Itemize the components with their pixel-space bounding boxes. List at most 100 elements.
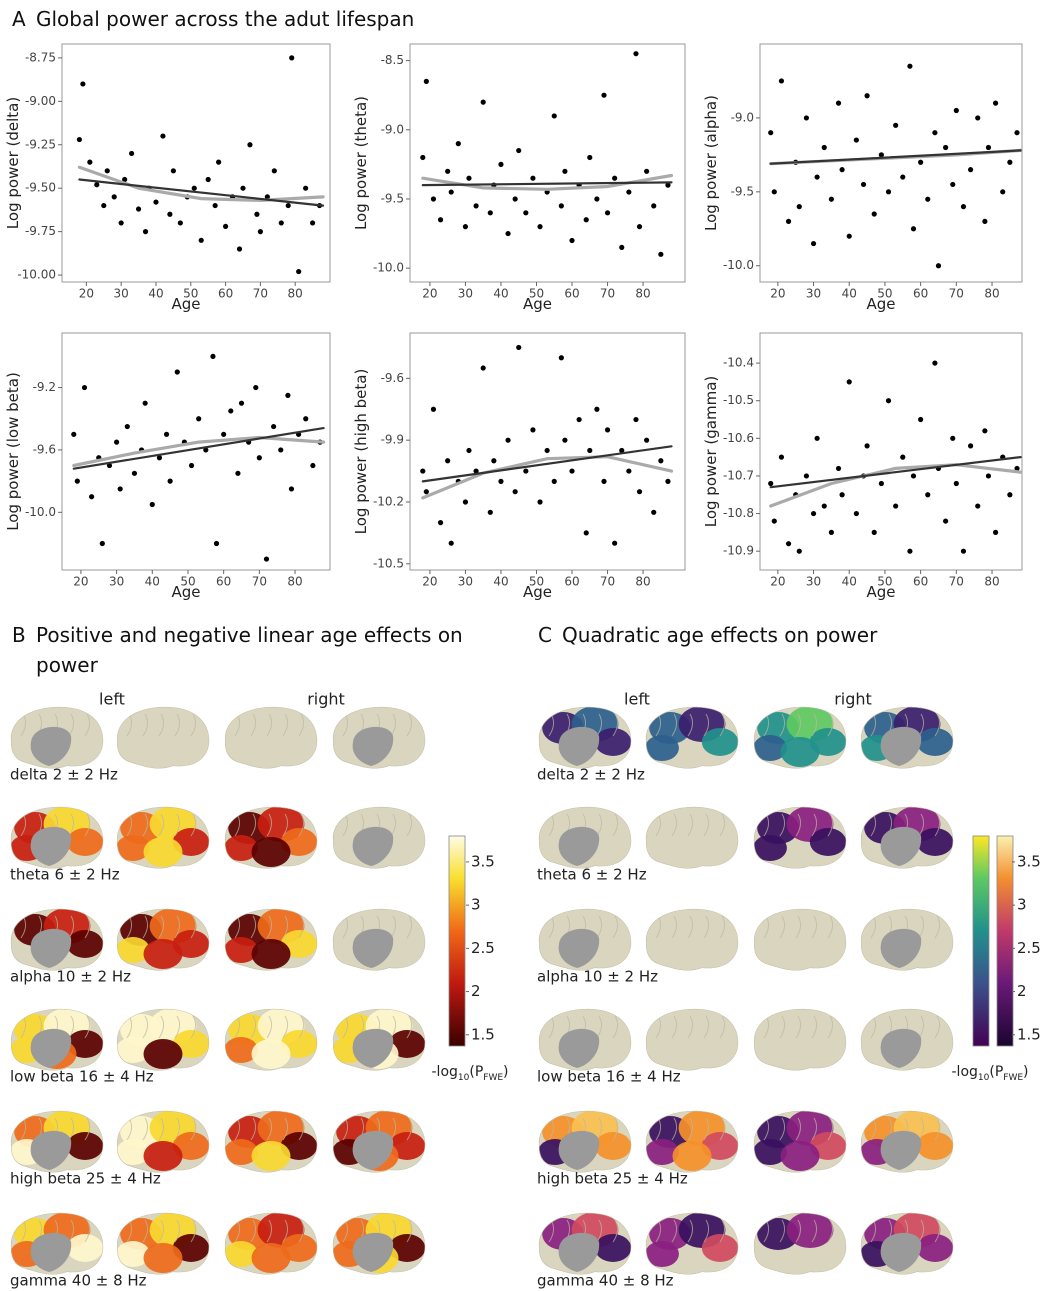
sulcus: [390, 1219, 397, 1243]
medial-wall: [352, 726, 394, 766]
data-point: [420, 468, 426, 474]
data-point: [445, 458, 451, 464]
band-label: gamma 40 ± 8 Hz: [10, 1272, 147, 1290]
data-point: [828, 529, 834, 535]
data-point: [900, 174, 906, 180]
data-point: [871, 529, 877, 535]
data-point: [285, 202, 291, 209]
brain-map: [538, 1008, 632, 1071]
scatter-plot: 20 30 40 50 60 70 80 -10.4 -10.5 -10.6 -10.7 -10.8 -…: [702, 332, 1023, 601]
brain-surface: [753, 1008, 847, 1071]
sulcus: [612, 1117, 619, 1141]
data-point: [170, 168, 176, 174]
band-label: high beta 25 ± 4 Hz: [537, 1170, 688, 1188]
fit-line: [421, 445, 673, 483]
colorbar-tick-label: 3: [471, 896, 481, 914]
data-point: [448, 540, 454, 546]
band-label: alpha 10 ± 2 Hz: [10, 968, 131, 986]
x-tick-label: 40: [493, 575, 508, 589]
data-point: [149, 501, 155, 508]
sulcus: [84, 813, 91, 837]
plot-frame: [409, 332, 686, 571]
sulcus: [250, 813, 257, 837]
data-point: [530, 175, 536, 181]
colorbar-label: -log10(PFWE): [952, 1064, 1029, 1083]
brain-map: [332, 806, 426, 869]
sulcus: [918, 915, 925, 939]
sulcus: [390, 1015, 397, 1039]
sulcus: [266, 1015, 273, 1039]
data-point: [118, 220, 124, 226]
medial-wall: [880, 726, 922, 766]
data-point: [309, 220, 316, 226]
sulcus: [719, 1015, 726, 1039]
sulcus: [84, 1219, 91, 1243]
brain-map: [860, 1110, 954, 1173]
sulcus: [612, 1015, 619, 1039]
y-tick-label: -9.5: [731, 184, 754, 198]
data-point: [430, 406, 437, 412]
activation-blob: [66, 1132, 104, 1160]
activation-blob: [66, 1234, 104, 1262]
data-point: [296, 268, 302, 275]
data-point: [278, 220, 284, 226]
brain-outline: [645, 1008, 739, 1071]
sulcus: [68, 915, 75, 939]
x-tick-label: 30: [806, 575, 821, 589]
data-point: [271, 423, 277, 430]
x-tick-label: 40: [145, 575, 160, 589]
brain-outline: [538, 806, 632, 869]
data-point: [860, 181, 867, 188]
brain-map: [10, 806, 104, 869]
x-tick-label: 70: [252, 575, 267, 589]
data-point: [992, 100, 999, 106]
sulcus: [84, 915, 91, 939]
data-point: [512, 489, 518, 495]
data-point: [423, 78, 429, 84]
data-point: [153, 199, 159, 205]
brain-surface: [645, 1008, 739, 1071]
fit-line: [769, 149, 1022, 165]
x-tick-label: 50: [180, 575, 195, 589]
x-axis-label: Age: [171, 295, 200, 313]
x-tick-label: 70: [949, 287, 964, 301]
medial-wall: [880, 1130, 922, 1170]
y-tick-label: -9.6: [381, 371, 404, 385]
label-subscript: 10: [458, 1073, 470, 1083]
activation-blob: [594, 1234, 632, 1262]
sulcus: [795, 915, 802, 939]
sulcus: [918, 1117, 925, 1141]
sulcus: [795, 713, 802, 737]
sulcus: [779, 713, 786, 737]
brain-outline: [332, 1008, 426, 1071]
y-tick-label: -9.50: [25, 181, 56, 195]
sulcus: [687, 915, 694, 939]
brain-outline: [538, 908, 632, 971]
data-point: [523, 210, 529, 216]
medial-wall: [352, 1232, 394, 1272]
brain-outline: [860, 806, 954, 869]
data-point: [810, 510, 817, 517]
data-point: [587, 154, 593, 161]
brain-map: [10, 1212, 104, 1275]
data-point: [523, 468, 529, 474]
brain-surface: [645, 908, 739, 971]
y-tick-label: -10.0: [25, 505, 56, 519]
brain-outline: [753, 706, 847, 769]
data-point: [985, 473, 992, 479]
y-tick-label: -10.4: [723, 356, 754, 370]
data-point: [177, 220, 183, 226]
data-point: [594, 196, 600, 202]
medial-wall: [30, 1028, 72, 1068]
data-point: [619, 244, 625, 251]
sulcus: [811, 713, 818, 737]
sulcus: [779, 1219, 786, 1243]
data-point: [263, 556, 270, 562]
brain-map: [332, 1212, 426, 1275]
brain-map: [753, 806, 847, 869]
brain-map: [645, 1110, 739, 1173]
label-part: (P: [989, 1064, 1003, 1080]
y-tick-label: -10.8: [723, 506, 754, 520]
brain-outline: [753, 1008, 847, 1071]
activation-blob: [645, 735, 679, 761]
